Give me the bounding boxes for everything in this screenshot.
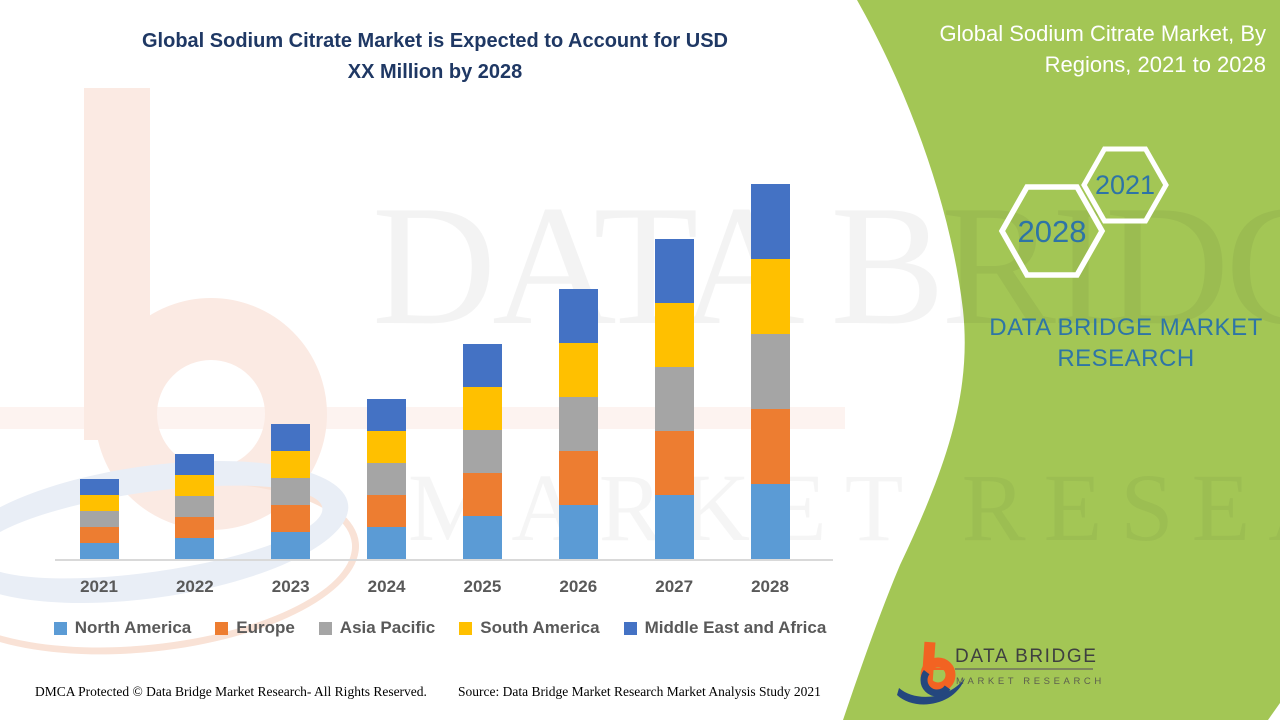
logo-subtitle-text: MARKET RESEARCH [956,676,1105,687]
legend-swatch-north-america [53,621,67,635]
legend-label-europe: Europe [236,618,295,637]
bar-segment-europe-2024 [367,495,407,527]
legend-label-asia-pacific: Asia Pacific [339,618,436,637]
bar-2022 [175,454,215,559]
page-title-line1: Global Sodium Citrate Market is Expected… [141,30,728,52]
legend-label-middle-east-africa: Middle East and Africa [644,618,827,637]
bar-segment-middle-east-and-africa-2023 [271,424,311,451]
bar-segment-europe-2025 [462,473,502,516]
bar-segment-asia-pacific-2022 [175,496,215,517]
x-tick-label-2024: 2024 [367,577,406,596]
bar-segment-south-america-2027 [654,303,694,367]
bar-segment-middle-east-and-africa-2026 [558,289,598,343]
bar-segment-south-america-2023 [271,451,311,478]
bar-segment-north-america-2027 [654,495,694,559]
chart-legend: North America Europe Asia Pacific South … [45,618,835,638]
bar-segment-north-america-2021 [79,543,119,559]
bar-2025 [462,344,502,559]
x-tick-label-2026: 2026 [559,577,598,596]
bar-segment-middle-east-and-africa-2028 [750,184,790,259]
bar-segment-south-america-2024 [367,431,407,463]
bar-segment-europe-2022 [175,517,215,538]
bar-segment-asia-pacific-2025 [462,430,502,473]
bar-segment-south-america-2025 [462,387,502,430]
legend-label-north-america: North America [74,618,192,637]
bar-2027 [654,239,694,559]
bar-segment-asia-pacific-2028 [750,334,790,409]
dmca-notice: DMCA Protected © Data Bridge Market Rese… [35,684,427,699]
bar-segment-north-america-2022 [175,538,215,559]
legend-swatch-middle-east-africa [623,621,637,635]
bar-segment-south-america-2021 [79,495,119,511]
bar-segment-asia-pacific-2024 [367,463,407,495]
legend-label-south-america: South America [480,618,600,637]
bar-segment-europe-2023 [271,505,311,532]
bar-segment-europe-2021 [79,527,119,543]
bar-segment-asia-pacific-2027 [654,367,694,431]
x-tick-label-2021: 2021 [80,577,118,596]
legend-item-south-america: South America [459,618,600,638]
bar-segment-europe-2027 [654,431,694,495]
x-tick-label-2023: 2023 [271,577,310,596]
legend-item-north-america: North America [53,618,192,638]
page-title-line2: XX Million by 2028 [347,61,523,83]
legend-swatch-south-america [459,621,473,635]
x-tick-label-2027: 2027 [655,577,694,596]
page-title: Global Sodium Citrate Market is Expected… [70,26,800,88]
bar-segment-north-america-2024 [367,527,407,559]
source-note: Source: Data Bridge Market Research Mark… [458,684,821,699]
bar-segment-north-america-2026 [558,505,598,559]
bar-segment-middle-east-and-africa-2025 [462,344,502,387]
bar-2026 [558,289,598,559]
bar-segment-north-america-2025 [462,516,502,559]
bar-segment-south-america-2028 [750,259,790,334]
bar-segment-asia-pacific-2026 [558,397,598,451]
bar-segment-middle-east-and-africa-2021 [79,479,119,495]
bar-segment-middle-east-and-africa-2022 [175,454,215,475]
bar-2021 [79,479,119,559]
legend-item-asia-pacific: Asia Pacific [318,618,436,638]
x-tick-label-2022: 2022 [175,577,214,596]
bar-segment-south-america-2022 [175,475,215,496]
bar-segment-asia-pacific-2021 [79,511,119,527]
legend-item-europe: Europe [215,618,295,638]
bar-segment-middle-east-and-africa-2024 [367,399,407,431]
legend-swatch-asia-pacific [318,621,332,635]
bar-2024 [367,399,407,559]
data-bridge-logo: DATA BRIDGE MARKET RESEARCH [897,641,1105,705]
x-tick-label-2028: 2028 [751,577,789,596]
bar-segment-europe-2026 [558,451,598,505]
bar-segment-middle-east-and-africa-2027 [654,239,694,303]
bar-segment-north-america-2028 [750,484,790,559]
bar-segment-asia-pacific-2023 [271,478,311,505]
bar-segment-south-america-2026 [558,343,598,397]
bar-2028 [750,184,790,559]
bar-2023 [271,424,311,559]
logo-name-text: DATA BRIDGE [955,646,1098,667]
bar-segment-north-america-2023 [271,532,311,559]
x-tick-label-2025: 2025 [463,577,502,596]
bar-segment-europe-2028 [750,409,790,484]
legend-item-middle-east-africa: Middle East and Africa [623,618,827,638]
x-axis-line [55,559,833,561]
legend-swatch-europe [215,621,229,635]
